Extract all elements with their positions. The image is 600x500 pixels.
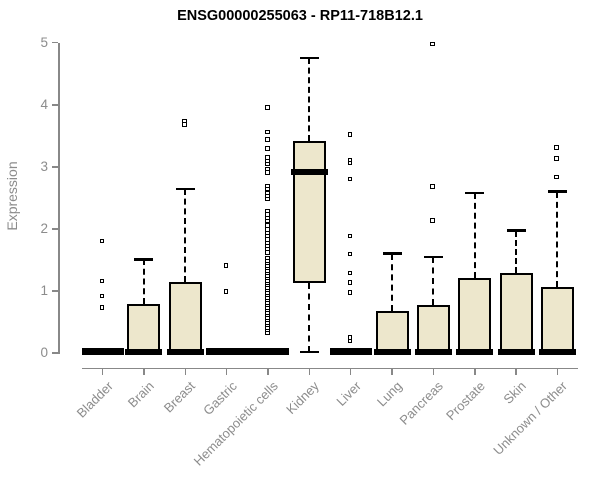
- box: [416, 305, 450, 353]
- y-tick-label: 1: [40, 282, 48, 298]
- outlier-point: [99, 305, 105, 310]
- outlier-point: [430, 218, 435, 223]
- y-tick: [52, 104, 58, 106]
- x-tick: [184, 367, 187, 375]
- outlier-point: [223, 263, 229, 268]
- collapsed-box-bar: [205, 348, 248, 355]
- outlier-point: [223, 289, 229, 294]
- collapsed-box-bar: [329, 348, 372, 355]
- x-tick: [267, 367, 269, 375]
- median-line: [414, 348, 452, 355]
- box: [540, 287, 574, 353]
- outlier-point: [182, 118, 187, 124]
- whisker: [142, 259, 145, 304]
- y-tick: [52, 228, 58, 230]
- whisker-cap: [382, 252, 402, 255]
- x-tick: [349, 367, 352, 375]
- median-line: [497, 348, 535, 355]
- chart-title: ENSG00000255063 - RP11-718B12.1: [177, 8, 423, 24]
- y-tick-label: 3: [40, 158, 48, 174]
- whisker-cap: [134, 258, 154, 261]
- y-tick-label: 5: [40, 34, 48, 50]
- whisker-cap: [299, 350, 319, 353]
- x-tick: [225, 367, 228, 375]
- outlier-point: [265, 208, 270, 213]
- outlier-point: [347, 290, 353, 295]
- collapsed-box-bar: [247, 348, 289, 355]
- x-axis-line: [82, 367, 578, 369]
- outlier-point: [265, 137, 270, 142]
- y-tick-label: 2: [40, 220, 48, 236]
- x-tick: [474, 367, 476, 375]
- outlier-point: [347, 132, 353, 137]
- box: [375, 311, 409, 353]
- outlier-point: [347, 270, 353, 276]
- outlier-point: [554, 156, 559, 161]
- x-tick: [432, 367, 435, 375]
- y-tick: [52, 166, 58, 168]
- whisker-cap: [506, 229, 526, 232]
- outlier-point: [554, 174, 559, 180]
- outlier-point: [265, 166, 270, 172]
- whisker: [556, 191, 559, 288]
- y-axis-line: [58, 42, 60, 355]
- outlier-point: [265, 129, 270, 135]
- y-tick: [52, 41, 58, 44]
- outlier-point: [347, 157, 353, 163]
- whisker: [432, 256, 435, 306]
- outlier-point: [430, 41, 435, 47]
- median-line: [456, 348, 494, 355]
- y-tick: [52, 352, 58, 354]
- outlier-point: [347, 233, 353, 239]
- x-tick: [391, 367, 393, 375]
- outlier-point: [430, 184, 435, 189]
- x-tick: [308, 367, 311, 375]
- outlier-point: [265, 146, 270, 151]
- whisker: [308, 58, 311, 141]
- whisker: [184, 189, 187, 282]
- outlier-point: [265, 183, 270, 189]
- outlier-point: [265, 155, 270, 160]
- box: [292, 140, 326, 283]
- outlier-point: [347, 335, 353, 340]
- outlier-point: [265, 223, 270, 228]
- y-tick: [52, 290, 58, 292]
- outlier-point: [265, 255, 270, 261]
- x-tick: [556, 367, 559, 375]
- y-tick-label: 0: [40, 345, 48, 360]
- collapsed-box-bar: [81, 348, 124, 355]
- whisker-cap: [175, 187, 195, 191]
- outlier-point: [347, 280, 353, 285]
- x-tick: [515, 367, 517, 375]
- box: [499, 272, 533, 353]
- median-line: [290, 169, 328, 176]
- median-line: [166, 348, 204, 355]
- whisker: [473, 192, 476, 278]
- outlier-point: [99, 238, 105, 244]
- x-tick: [143, 367, 145, 375]
- whisker-cap: [547, 190, 567, 193]
- median-line: [373, 348, 411, 355]
- box: [458, 277, 492, 353]
- outlier-point: [554, 145, 559, 150]
- whisker: [515, 230, 518, 273]
- whisker: [391, 253, 394, 312]
- outlier-point: [99, 278, 105, 284]
- y-tick-label: 4: [40, 96, 48, 112]
- whisker-cap: [423, 255, 443, 259]
- whisker-cap: [465, 191, 485, 195]
- box: [168, 281, 202, 353]
- box: [127, 303, 161, 353]
- whisker: [308, 282, 311, 352]
- outlier-point: [265, 105, 270, 110]
- outlier-point: [347, 176, 353, 182]
- outlier-point: [347, 251, 353, 257]
- whisker-cap: [299, 56, 319, 60]
- median-line: [125, 348, 163, 355]
- x-tick: [101, 367, 104, 375]
- median-line: [538, 348, 576, 355]
- outlier-point: [99, 293, 105, 299]
